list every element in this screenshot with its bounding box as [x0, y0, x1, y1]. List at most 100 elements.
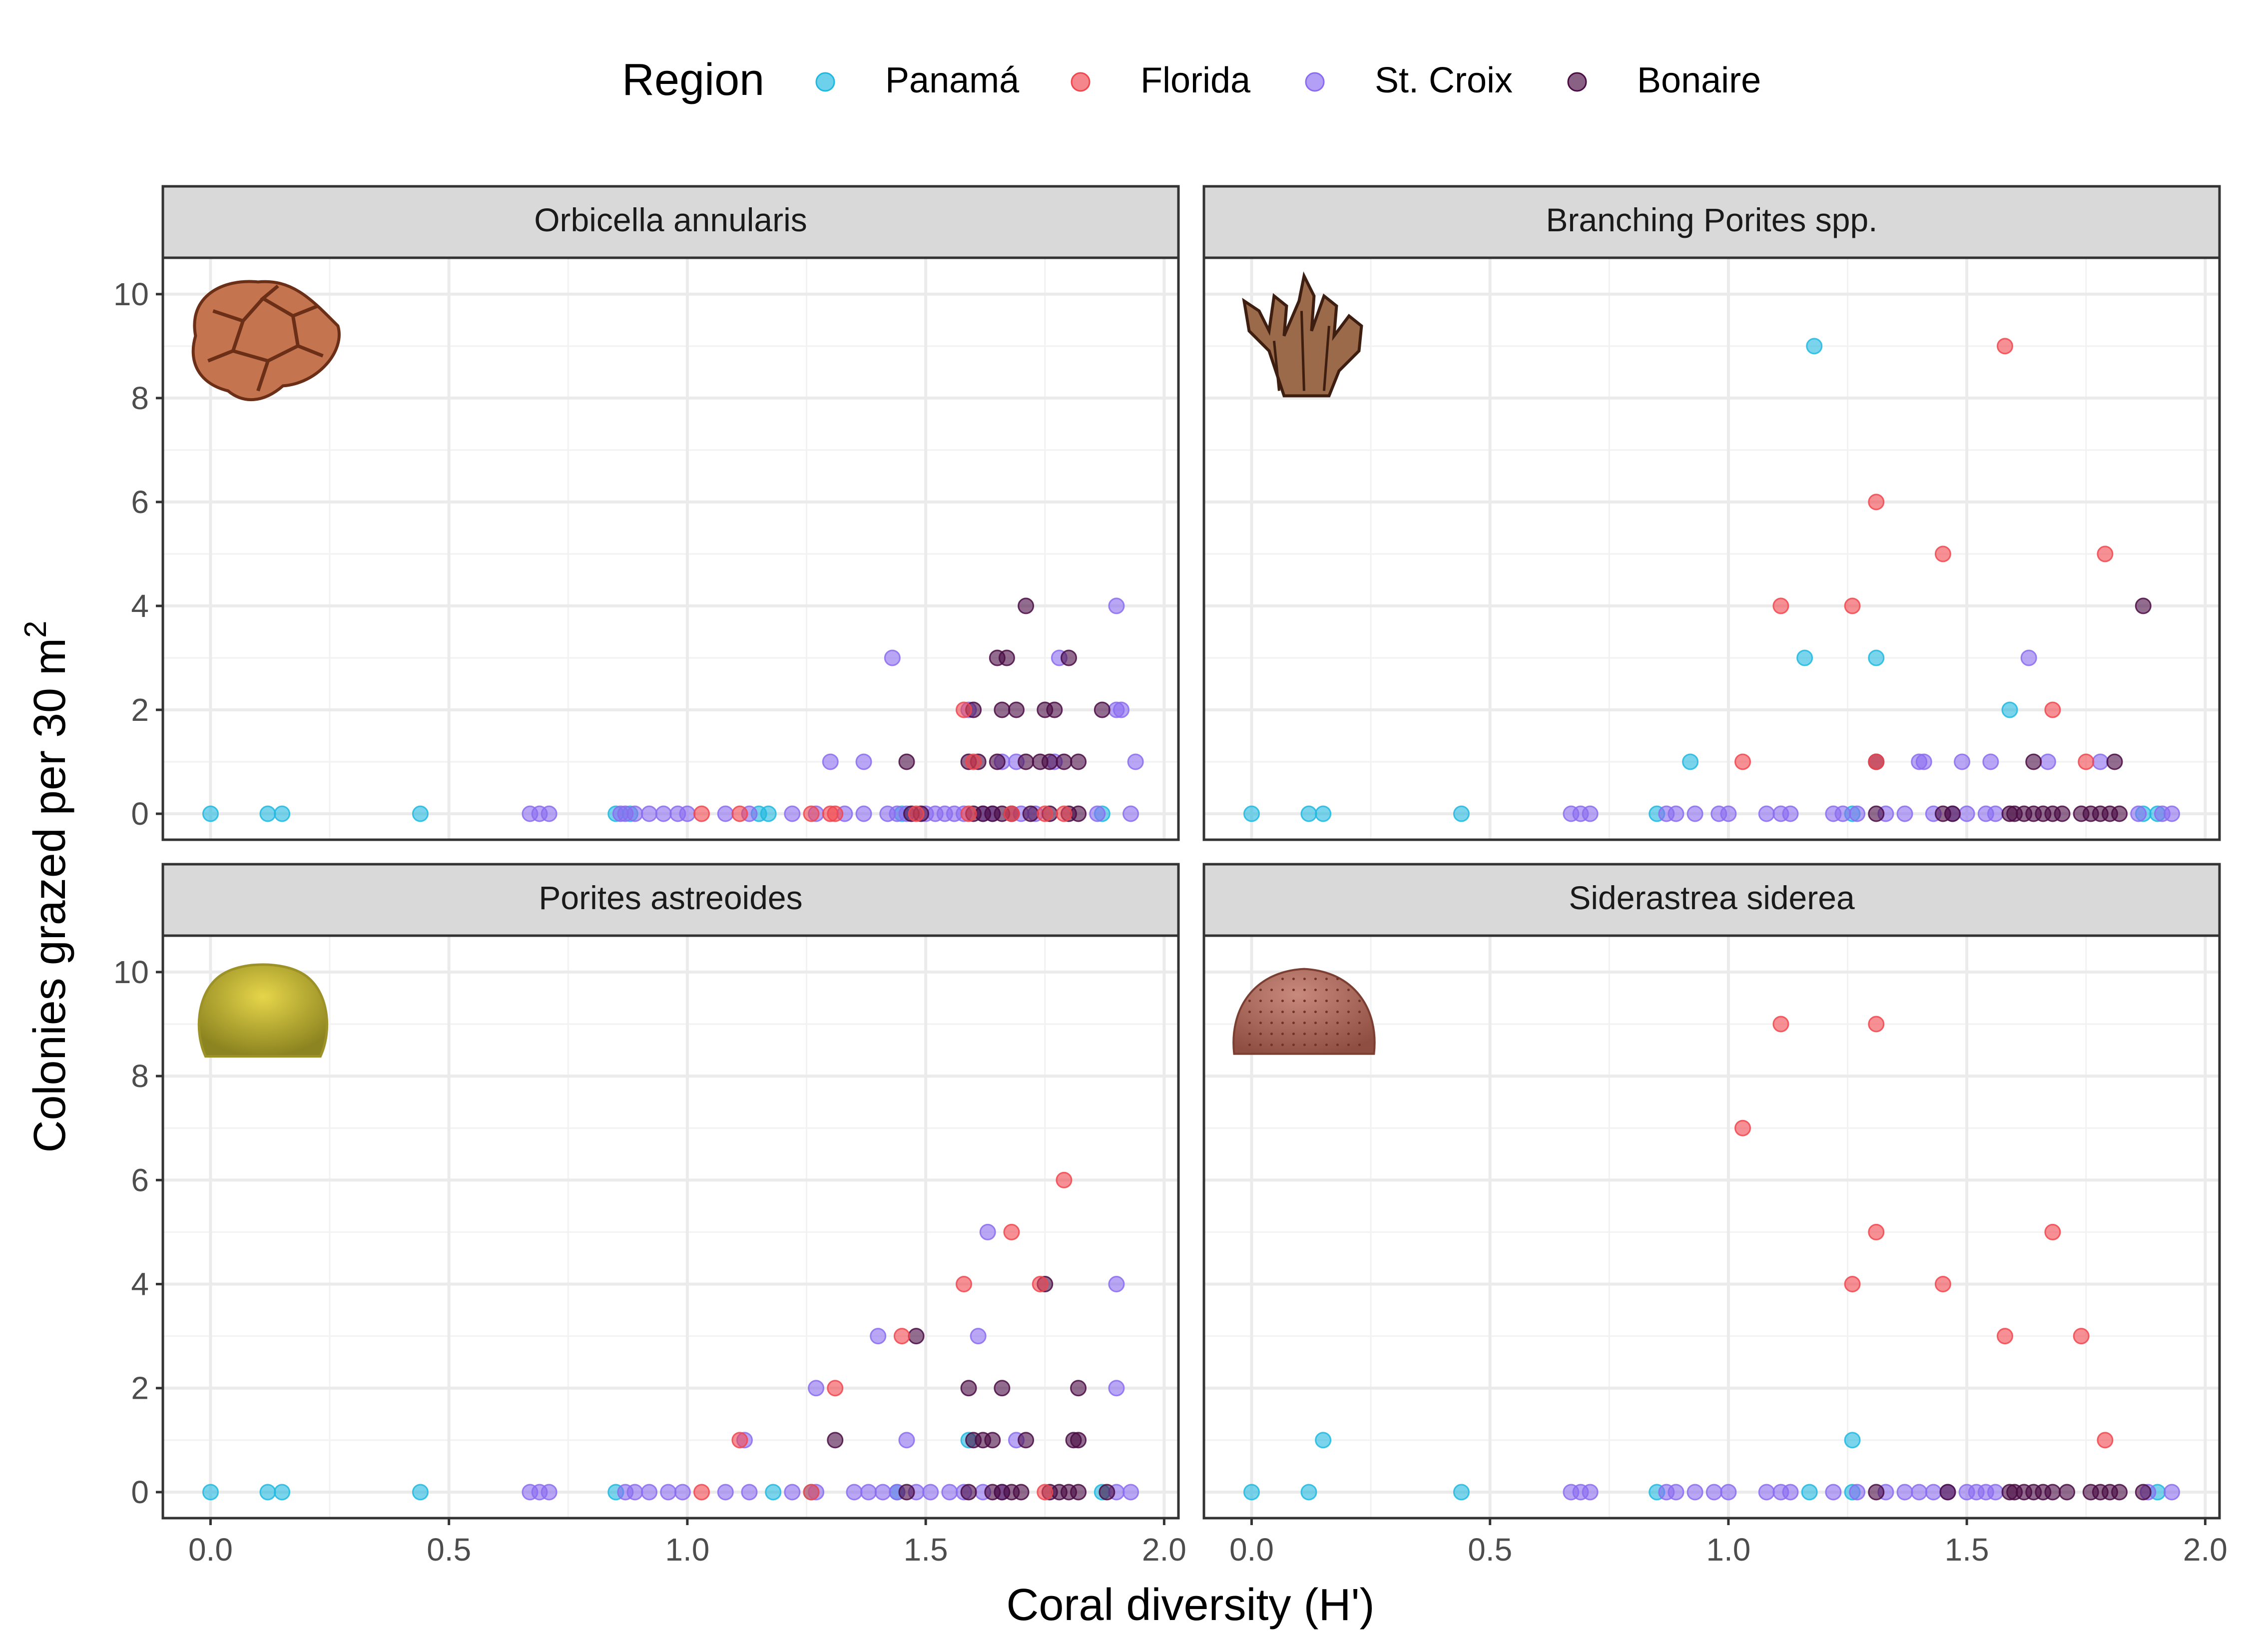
legend-key-st-croix — [1305, 72, 1325, 92]
data-point — [1782, 1484, 1799, 1501]
data-point — [827, 1432, 844, 1449]
corallite-dot — [1259, 1044, 1262, 1047]
data-point — [1720, 1484, 1737, 1501]
corallite-dot — [1358, 1022, 1361, 1025]
data-point — [1705, 1484, 1722, 1501]
data-point — [1070, 1432, 1087, 1449]
data-point — [1934, 546, 1951, 562]
data-point — [998, 649, 1015, 666]
data-point — [822, 753, 839, 770]
x-tick-label: 1.0 — [665, 1532, 709, 1568]
corallite-dot — [1259, 1022, 1262, 1025]
data-point — [1122, 1484, 1139, 1501]
legend-key-panama — [815, 72, 835, 92]
x-tick-label: 1.5 — [904, 1532, 948, 1568]
corallite-dot — [1248, 1044, 1251, 1047]
facet-title: Branching Porites spp. — [1546, 201, 1877, 238]
data-point — [1056, 753, 1073, 770]
data-point — [898, 1432, 915, 1449]
y-tick-label: 6 — [131, 484, 149, 520]
data-point — [1022, 805, 1039, 822]
data-point — [2020, 649, 2037, 666]
data-point — [1008, 701, 1025, 718]
data-point — [259, 805, 276, 822]
data-point — [2078, 753, 2095, 770]
data-point — [1982, 753, 1999, 770]
data-point — [1849, 1484, 1866, 1501]
panel-border — [1202, 256, 2221, 841]
data-point — [2111, 1484, 2128, 1501]
data-point — [965, 753, 982, 770]
corallite-dot — [1303, 1000, 1306, 1003]
data-point — [1668, 805, 1684, 822]
corallite-dot — [1281, 1011, 1284, 1014]
data-point — [1772, 597, 1789, 614]
data-point — [1122, 805, 1139, 822]
corallite-dot — [1314, 1011, 1317, 1014]
data-point — [1686, 805, 1703, 822]
corallite-dot — [1248, 1000, 1251, 1003]
y-tick-label: 8 — [131, 380, 149, 416]
corallite-dot — [1281, 1022, 1284, 1025]
data-point — [960, 805, 977, 822]
corallite-dot — [1347, 1022, 1350, 1025]
data-point — [2039, 753, 2056, 770]
corallite-dot — [1336, 1022, 1339, 1025]
data-point — [626, 1484, 643, 1501]
data-points — [1243, 338, 2181, 822]
corallite-dot — [1336, 1044, 1339, 1047]
y-tick-label: 6 — [131, 1162, 149, 1198]
data-point — [693, 1484, 710, 1501]
corallite-dot — [1281, 989, 1284, 992]
corallite-dot — [1281, 978, 1284, 981]
data-point — [1037, 1484, 1054, 1501]
corallite-dot — [1292, 1000, 1295, 1003]
data-point — [731, 1432, 748, 1449]
corallite-dot — [1314, 1044, 1317, 1047]
data-point — [1849, 805, 1866, 822]
corallite-dot — [1325, 989, 1328, 992]
data-point — [908, 1328, 925, 1345]
data-point — [259, 1484, 276, 1501]
data-point — [1987, 1484, 2004, 1501]
x-tick-label: 0.0 — [1229, 1532, 1274, 1568]
data-point — [741, 1484, 758, 1501]
data-point — [731, 805, 748, 822]
data-point — [202, 805, 219, 822]
data-point — [870, 1328, 887, 1345]
facet-strip — [161, 863, 1180, 937]
data-point — [760, 805, 777, 822]
data-point — [1046, 701, 1063, 718]
data-point — [1996, 1328, 2013, 1345]
corallite-dot — [1358, 1033, 1361, 1036]
corallite-dot — [1292, 978, 1295, 981]
data-point — [2054, 805, 2071, 822]
legend-label-bonaire: Bonaire — [1637, 60, 1761, 100]
data-point — [994, 701, 1011, 718]
data-point — [2130, 805, 2147, 822]
facet-title: Orbicella annularis — [534, 201, 807, 238]
data-point — [1925, 1484, 1942, 1501]
legend-label-florida: Florida — [1140, 60, 1251, 100]
data-point — [989, 753, 1006, 770]
data-point — [1108, 597, 1125, 614]
corallite-dot — [1292, 1033, 1295, 1036]
corallite-dot — [1314, 1033, 1317, 1036]
legend-entry: Panamá — [815, 60, 1020, 100]
data-point — [1996, 338, 2013, 355]
corallite-dot — [1347, 1044, 1350, 1047]
data-point — [1300, 1484, 1317, 1501]
panel-coral-icon — [1232, 968, 1376, 1055]
data-point — [1018, 753, 1035, 770]
data-point — [846, 1484, 863, 1501]
x-tick-label: 1.5 — [1945, 1532, 1989, 1568]
data-point — [1939, 1484, 1956, 1501]
data-point — [827, 1380, 844, 1397]
corallite-dot — [1292, 1022, 1295, 1025]
data-point — [1089, 805, 1106, 822]
data-point — [1772, 1016, 1789, 1033]
data-point — [1987, 805, 2004, 822]
data-point — [2044, 701, 2061, 718]
corallite-dot — [1347, 989, 1350, 992]
